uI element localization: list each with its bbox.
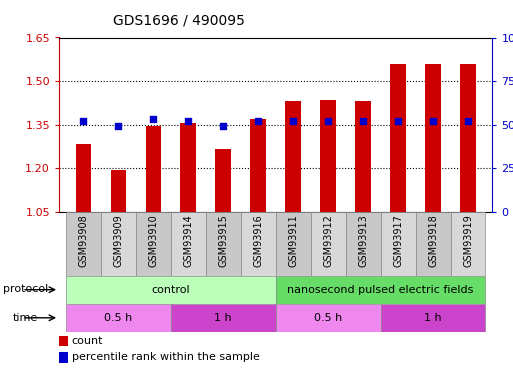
Bar — [450, 212, 485, 276]
Bar — [276, 304, 381, 332]
Bar — [276, 212, 311, 276]
Bar — [356, 102, 371, 212]
Point — [80, 118, 88, 124]
Point — [324, 118, 332, 124]
Text: GSM93914: GSM93914 — [183, 214, 193, 267]
Bar — [136, 212, 171, 276]
Text: GSM93910: GSM93910 — [148, 214, 159, 267]
Text: GDS1696 / 490095: GDS1696 / 490095 — [113, 13, 245, 27]
Point — [429, 118, 437, 124]
Bar — [215, 149, 231, 212]
Text: GSM93912: GSM93912 — [323, 214, 333, 267]
Text: 1 h: 1 h — [214, 313, 232, 323]
Bar — [381, 212, 416, 276]
Point — [114, 123, 123, 129]
Bar — [206, 212, 241, 276]
Bar — [285, 102, 301, 212]
Text: 0.5 h: 0.5 h — [314, 313, 342, 323]
Text: GSM93918: GSM93918 — [428, 214, 438, 267]
Text: percentile rank within the sample: percentile rank within the sample — [72, 352, 260, 362]
Text: GSM93919: GSM93919 — [463, 214, 473, 267]
Text: GSM93917: GSM93917 — [393, 214, 403, 267]
Bar — [241, 212, 276, 276]
Bar — [346, 212, 381, 276]
Bar — [146, 126, 161, 212]
Bar — [66, 304, 171, 332]
Bar — [66, 276, 276, 304]
Point — [394, 118, 402, 124]
Text: 1 h: 1 h — [424, 313, 442, 323]
Text: GSM93916: GSM93916 — [253, 214, 263, 267]
Point — [464, 118, 472, 124]
Bar — [425, 64, 441, 212]
Text: count: count — [72, 336, 103, 346]
Point — [254, 118, 262, 124]
Text: protocol: protocol — [3, 285, 48, 294]
Bar — [416, 212, 450, 276]
Bar — [171, 304, 276, 332]
Bar — [181, 123, 196, 212]
Bar — [381, 304, 485, 332]
Text: GSM93913: GSM93913 — [358, 214, 368, 267]
Bar — [66, 212, 101, 276]
Bar — [276, 276, 485, 304]
Point — [184, 118, 192, 124]
Text: 0.5 h: 0.5 h — [104, 313, 132, 323]
Bar — [460, 64, 476, 212]
Bar — [111, 170, 126, 212]
Bar — [311, 212, 346, 276]
Bar — [75, 144, 91, 212]
Point — [289, 118, 298, 124]
Point — [359, 118, 367, 124]
Text: GSM93908: GSM93908 — [78, 214, 88, 267]
Point — [219, 123, 227, 129]
Text: GSM93909: GSM93909 — [113, 214, 124, 267]
Bar — [250, 119, 266, 212]
Text: nanosecond pulsed electric fields: nanosecond pulsed electric fields — [287, 285, 474, 295]
Text: GSM93915: GSM93915 — [219, 214, 228, 267]
Text: control: control — [151, 285, 190, 295]
Text: GSM93911: GSM93911 — [288, 214, 298, 267]
Bar — [320, 100, 336, 212]
Bar — [390, 64, 406, 212]
Bar — [171, 212, 206, 276]
Point — [149, 117, 157, 123]
Bar — [101, 212, 136, 276]
Text: time: time — [13, 313, 38, 322]
